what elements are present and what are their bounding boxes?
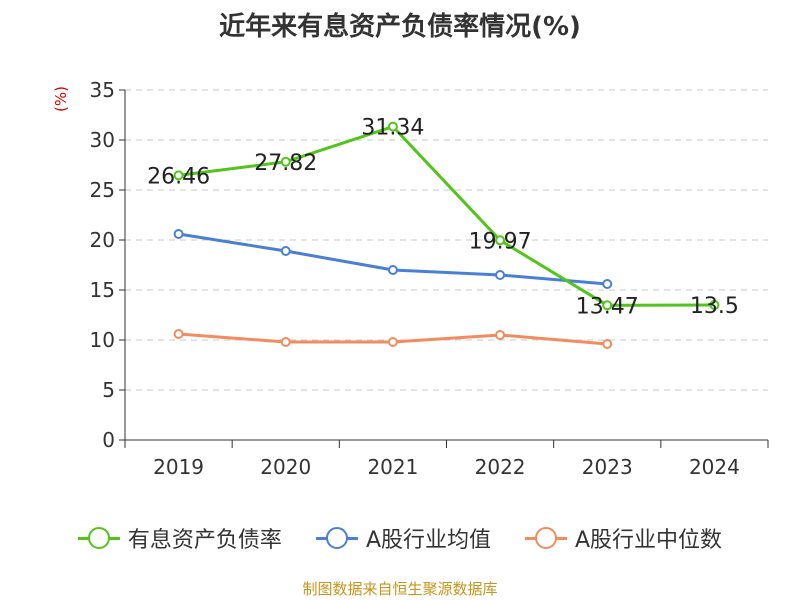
data-point: [387, 337, 398, 347]
data-point: [602, 339, 613, 349]
y-tick-label: 30: [90, 128, 115, 152]
data-point: [387, 121, 398, 132]
legend-swatch-marker: [535, 527, 557, 549]
x-tick-label: 2021: [367, 455, 418, 479]
series-line-0: [178, 125, 715, 307]
x-tick-label: 2023: [582, 455, 633, 479]
data-point: [173, 170, 184, 181]
data-point: [495, 235, 506, 246]
y-tick-label: 5: [102, 378, 115, 402]
data-point: [495, 330, 506, 340]
legend-swatch-marker: [87, 527, 110, 549]
data-label: 27.82: [254, 151, 317, 176]
x-tick-label: 2022: [475, 455, 526, 479]
data-source-note: 制图数据来自恒生聚源数据库: [302, 580, 498, 598]
chart-title: 近年来有息资产负债率情况(%): [219, 12, 581, 42]
data-point: [173, 329, 184, 339]
legend-item[interactable]: A股行业均值: [315, 522, 491, 554]
legend-label: A股行业中位数: [575, 528, 723, 553]
y-tick-label: 15: [90, 278, 115, 302]
data-point: [709, 300, 720, 310]
data-label: 13.5: [690, 294, 739, 319]
y-tick-label: 25: [90, 178, 115, 202]
x-tick-label: 2020: [260, 455, 311, 479]
x-tick-label: 2019: [153, 455, 204, 479]
legend-label: 有息资产负债率: [127, 528, 282, 553]
legend-item[interactable]: 有息资产负债率: [77, 522, 282, 554]
data-point: [280, 156, 291, 167]
legend-swatch: [525, 527, 567, 549]
data-point: [173, 229, 184, 239]
chart-legend: 有息资产负债率 A股行业均值 A股行业中位数: [0, 518, 800, 558]
data-label: 31.34: [361, 116, 424, 141]
data-point: [602, 279, 613, 289]
data-point: [495, 270, 506, 280]
y-tick-label: 0: [102, 428, 115, 452]
x-tick-label: 2024: [689, 455, 740, 479]
legend-label: A股行业均值: [365, 528, 491, 553]
legend-swatch-marker: [325, 527, 348, 549]
data-label: 13.47: [576, 294, 639, 319]
y-tick-label: 35: [90, 78, 115, 102]
data-point: [280, 246, 291, 256]
y-tick-label: 10: [90, 328, 115, 352]
legend-swatch: [315, 527, 358, 549]
legend-item[interactable]: A股行业中位数: [525, 522, 722, 554]
legend-swatch: [77, 527, 120, 549]
data-point: [280, 337, 291, 347]
data-point: [387, 265, 398, 275]
y-tick-label: 20: [90, 228, 115, 252]
data-label: 19.97: [469, 229, 532, 254]
data-point: [602, 300, 613, 311]
data-label: 26.46: [147, 164, 210, 189]
series-line-1: [178, 232, 608, 286]
